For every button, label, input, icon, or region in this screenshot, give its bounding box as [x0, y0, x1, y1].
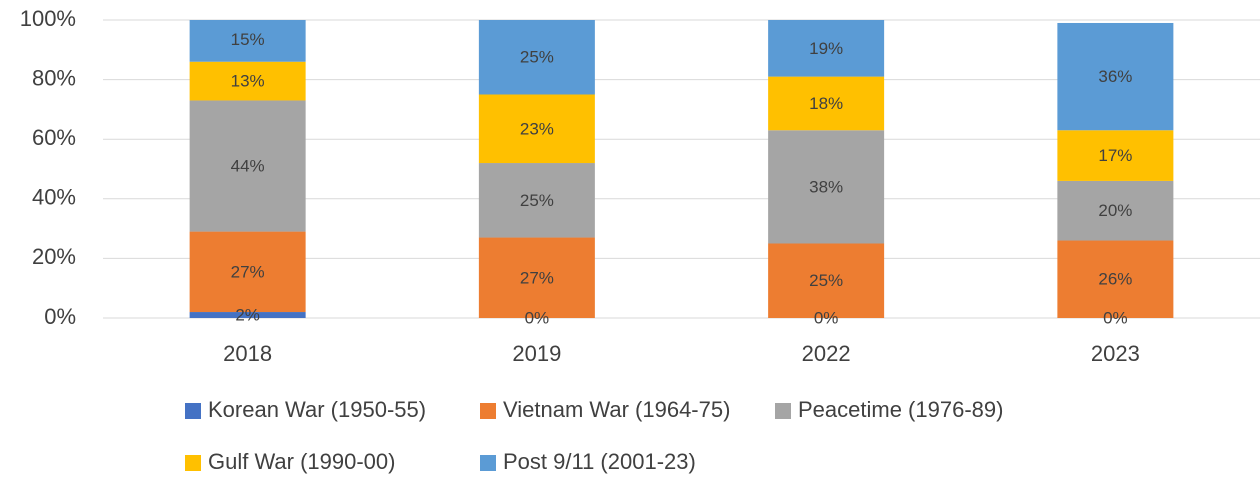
- y-tick-label: 60%: [32, 125, 76, 150]
- bar-segment: [189, 61, 306, 101]
- data-label: 25%: [520, 48, 554, 67]
- x-tick-label: 2023: [1091, 341, 1140, 366]
- y-tick-label: 40%: [32, 185, 76, 210]
- data-label: 27%: [231, 262, 265, 281]
- bar-segment: [768, 76, 885, 131]
- data-label: 36%: [1098, 67, 1132, 86]
- data-label: 0%: [525, 308, 550, 327]
- legend-swatch: [775, 403, 791, 419]
- legend-label: Gulf War (1990-00): [208, 449, 395, 474]
- data-label: 15%: [231, 30, 265, 49]
- bar-segment: [768, 243, 885, 318]
- data-label: 38%: [809, 177, 843, 196]
- y-tick-label: 20%: [32, 244, 76, 269]
- bar-segment: [189, 231, 306, 313]
- y-tick-label: 80%: [32, 65, 76, 90]
- y-tick-label: 100%: [20, 6, 76, 31]
- bar-segment: [1057, 240, 1174, 318]
- data-label: 19%: [809, 39, 843, 58]
- legend-swatch: [480, 455, 496, 471]
- bar-segment: [1057, 130, 1174, 181]
- x-tick-label: 2022: [802, 341, 851, 366]
- data-label: 26%: [1098, 270, 1132, 289]
- data-label: 17%: [1098, 146, 1132, 165]
- bar-segment: [478, 20, 595, 95]
- legend-label: Korean War (1950-55): [208, 397, 426, 422]
- legend-swatch: [480, 403, 496, 419]
- bar-segment: [1057, 22, 1174, 131]
- data-label: 20%: [1098, 201, 1132, 220]
- data-label: 0%: [1103, 308, 1128, 327]
- y-tick-label: 0%: [44, 304, 76, 329]
- x-tick-label: 2018: [223, 341, 272, 366]
- data-label: 18%: [809, 94, 843, 113]
- legend-label: Post 9/11 (2001-23): [503, 449, 696, 474]
- legend-label: Vietnam War (1964-75): [503, 397, 730, 422]
- bar-segment: [478, 163, 595, 238]
- legend-label: Peacetime (1976-89): [798, 397, 1003, 422]
- x-tick-label: 2019: [512, 341, 561, 366]
- legend-swatch: [185, 403, 201, 419]
- bar-segment: [478, 94, 595, 164]
- data-label: 0%: [814, 308, 839, 327]
- data-label: 25%: [520, 191, 554, 210]
- legend-swatch: [185, 455, 201, 471]
- bar-segment: [1057, 180, 1174, 241]
- data-label: 13%: [231, 72, 265, 91]
- data-label: 44%: [231, 157, 265, 176]
- data-label: 23%: [520, 119, 554, 138]
- bar-segment: [189, 100, 306, 232]
- bar-segment: [768, 20, 885, 77]
- data-label: 25%: [809, 271, 843, 290]
- bar-segment: [768, 130, 885, 244]
- bar-segment: [478, 237, 595, 318]
- bars: [189, 20, 1174, 318]
- data-label: 27%: [520, 268, 554, 287]
- data-label: 2%: [235, 306, 260, 325]
- bar-segment: [189, 312, 306, 318]
- bar-segment: [189, 20, 306, 62]
